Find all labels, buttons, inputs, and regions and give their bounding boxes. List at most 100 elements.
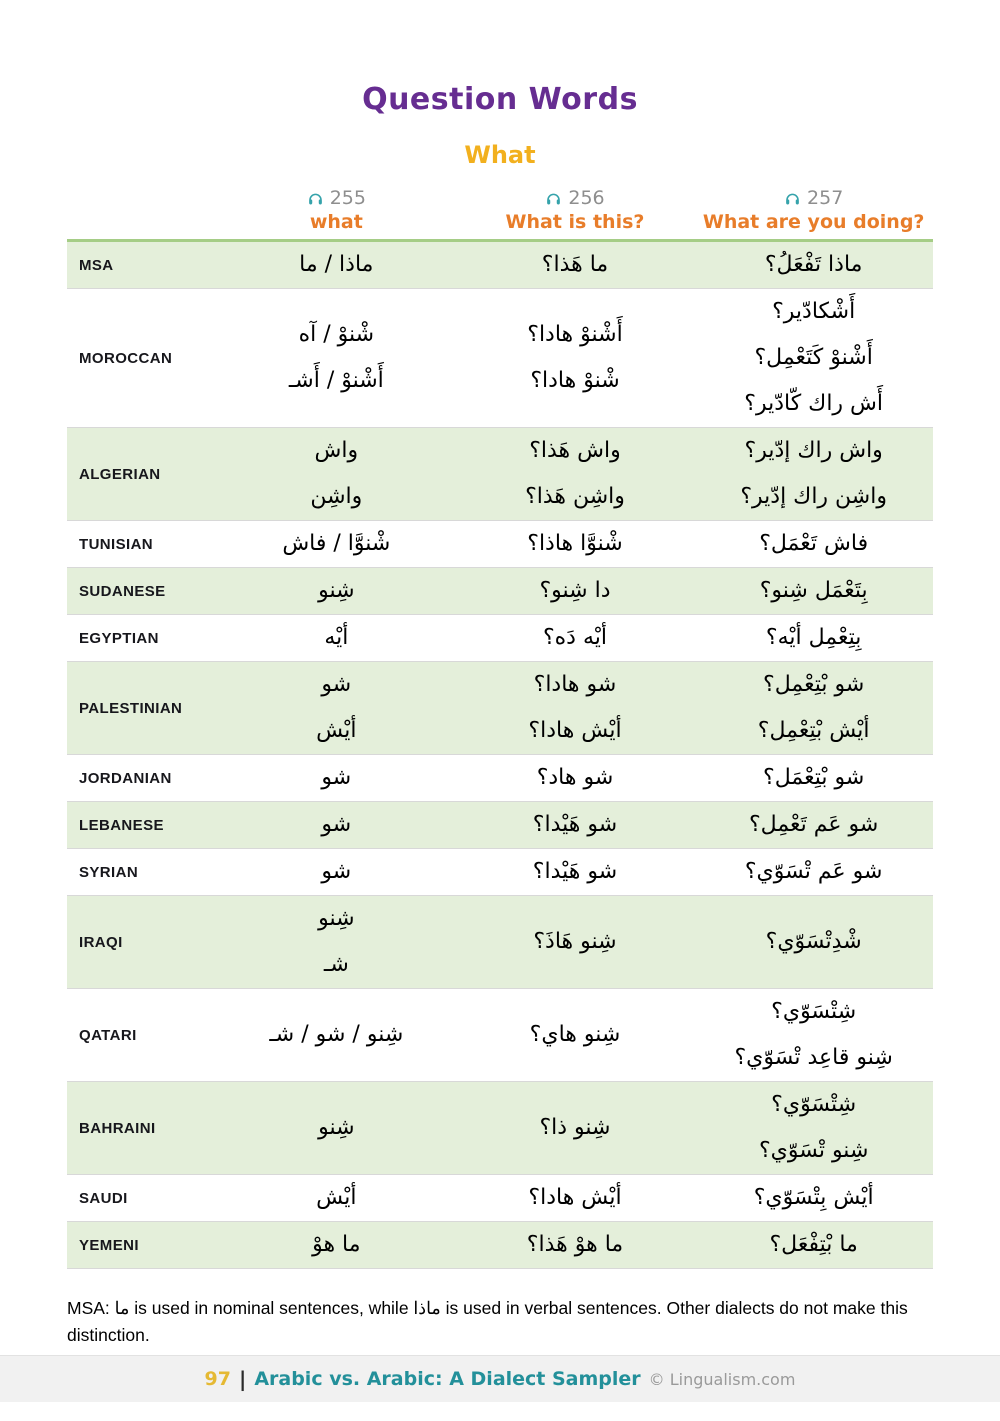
cell-what: شِنو شـ [217, 896, 456, 988]
table-row: EGYPTIAN أيْه أيْه دَه؟ بِتِعْمِل أيْه؟ [67, 615, 933, 662]
arabic-phrase: أَشْنوْ هادا؟ [527, 322, 623, 347]
dialect-label: ALGERIAN [79, 465, 161, 483]
track-number-label: 256 [568, 187, 605, 209]
cell-what-is-this: أيْش هادا؟ [456, 1175, 695, 1221]
table-row: MSA ماذا / ما ما هَذا؟ ماذا تَفْعَلُ؟ [67, 242, 933, 289]
arabic-phrase: أيْش بِتْسَوّي؟ [753, 1185, 874, 1210]
arabic-phrase: أَش راك كّادّير؟ [744, 391, 884, 416]
arabic-phrase: شِنو ذا؟ [539, 1115, 611, 1140]
track-number-257: 257 [694, 187, 933, 209]
dialect-label: MOROCCAN [79, 349, 173, 367]
arabic-phrase: فاش تَعْمَل؟ [759, 531, 869, 556]
arabic-phrase: شِنو هَاذَ؟ [533, 929, 617, 954]
dialect-label: QATARI [79, 1026, 137, 1044]
arabic-phrase: ماذا تَفْعَلُ؟ [764, 252, 863, 277]
page-number: 97 [204, 1368, 231, 1390]
arabic-phrase: أَشْنوْ كَتَعْمِل؟ [754, 345, 873, 370]
cell-what: شو [217, 802, 456, 848]
cell-what: شو أيْش [217, 662, 456, 754]
dialect-label: BAHRAINI [79, 1119, 156, 1137]
arabic-phrase: أيْه دَه؟ [542, 625, 607, 650]
arabic-phrase: واش هَذا؟ [529, 438, 621, 463]
page-footer: 97 | Arabic vs. Arabic: A Dialect Sample… [0, 1355, 1000, 1402]
column-header-what-are-you-doing: What are you doing? [702, 211, 925, 233]
arabic-phrase: ما هَذا؟ [541, 252, 609, 277]
table-row: SYRIAN شو شو هَيْدا؟ شو عَم تْسَوّي؟ [67, 849, 933, 896]
arabic-phrase: دا شِنو؟ [539, 578, 611, 603]
book-title: Arabic vs. Arabic: A Dialect Sampler [254, 1368, 641, 1390]
dialect-label: YEMENI [79, 1236, 139, 1254]
cell-what-are-you-doing: شو عَم تْسَوّي؟ [694, 849, 933, 895]
arabic-phrase: شو بْتِعْمَل؟ [763, 765, 865, 790]
cell-what-are-you-doing: ما بْتِفْعَل؟ [694, 1222, 933, 1268]
arabic-phrase: أيْش بْتِعْمِل؟ [757, 718, 870, 743]
cell-what: ما هوْ [217, 1222, 456, 1268]
table-row: SAUDI أيْش أيْش هادا؟ أيْش بِتْسَوّي؟ [67, 1175, 933, 1222]
arabic-phrase: شو [321, 812, 352, 837]
arabic-phrase: شْنوَّا هاذا؟ [527, 531, 623, 556]
arabic-phrase: بِتَعْمَل شِنو؟ [759, 578, 868, 603]
cell-what: شْنوْ / آه أَشْنوْ / أَشـ [217, 312, 456, 404]
arabic-phrase: شْنوَّا / فاش [282, 531, 391, 556]
headphones-icon [786, 193, 799, 204]
table-row: PALESTINIAN شو أيْش شو هادا؟ أيْش هادا؟ شو… [67, 662, 933, 755]
arabic-phrase: شو بْتِعْمِل؟ [763, 672, 865, 697]
arabic-phrase: شو [321, 859, 352, 884]
dialect-label: SUDANESE [79, 582, 166, 600]
dialect-table-body: MSA ماذا / ما ما هَذا؟ ماذا تَفْعَلُ؟ MO… [67, 239, 933, 1269]
table-row: SUDANESE شِنو دا شِنو؟ بِتَعْمَل شِنو؟ [67, 568, 933, 615]
arabic-phrase: أيْش هادا؟ [528, 718, 622, 743]
arabic-phrase: بِتِعْمِل أيْه؟ [765, 625, 862, 650]
arabic-phrase: شو هاد؟ [536, 765, 614, 790]
headphones-icon [547, 193, 561, 204]
table-row: JORDANIAN شو شو هاد؟ شو بْتِعْمَل؟ [67, 755, 933, 802]
track-number-256: 256 [456, 187, 695, 209]
arabic-phrase: شِنو [318, 906, 355, 931]
cell-what-are-you-doing: شو عَم تَعْمِل؟ [694, 802, 933, 848]
cell-what-is-this: أيْه دَه؟ [456, 615, 695, 661]
arabic-phrase: شو هَيْدا؟ [532, 859, 618, 884]
table-row: MOROCCAN شْنوْ / آه أَشْنوْ / أَشـ أَشْنو… [67, 289, 933, 428]
arabic-phrase: أَشْكادّير؟ [772, 299, 856, 324]
dialect-label: SAUDI [79, 1189, 128, 1207]
cell-what: شو [217, 849, 456, 895]
table-row: YEMENI ما هوْ ما هوْ هَذا؟ ما بْتِفْعَل؟ [67, 1222, 933, 1269]
cell-what-are-you-doing: أَشْكادّير؟ أَشْنوْ كَتَعْمِل؟ أَش راك كّا… [694, 289, 933, 427]
cell-what-are-you-doing: واش راك إدّير؟ واشِن راك إدّير؟ [694, 428, 933, 520]
arabic-phrase: شِنو [318, 1115, 355, 1140]
arabic-phrase: أيْش هادا؟ [528, 1185, 622, 1210]
cell-what-is-this: دا شِنو؟ [456, 568, 695, 614]
track-number-label: 257 [807, 187, 844, 209]
arabic-phrase: ما هوْ [312, 1232, 361, 1257]
column-header-what-is-this: What is this? [505, 211, 645, 233]
table-row: LEBANESE شو شو هَيْدا؟ شو عَم تَعْمِل؟ [67, 802, 933, 849]
dialect-label: IRAQI [79, 933, 123, 951]
cell-what: شِنو [217, 568, 456, 614]
cell-what: أيْه [217, 615, 456, 661]
cell-what-is-this: شو هاد؟ [456, 755, 695, 801]
cell-what-is-this: شِنو هَاذَ؟ [456, 919, 695, 965]
page-title: Question Words [362, 82, 638, 117]
arabic-phrase: ماذا / ما [299, 252, 374, 277]
arabic-phrase: شِتْسَوّي؟ [771, 999, 857, 1024]
arabic-phrase: واش [314, 438, 359, 463]
arabic-phrase: أيْه [324, 625, 349, 650]
cell-what: شْنوَّا / فاش [217, 521, 456, 567]
copyright-notice: © Lingualism.com [648, 1369, 796, 1389]
dialect-label: LEBANESE [79, 816, 164, 834]
arabic-phrase: شو [321, 672, 352, 697]
cell-what-is-this: ما هوْ هَذا؟ [456, 1222, 695, 1268]
arabic-phrase: واشِن هَذا؟ [525, 484, 625, 509]
arabic-phrase: شْنوْ / آه [298, 322, 375, 347]
cell-what-is-this: شو هادا؟ أيْش هادا؟ [456, 662, 695, 754]
cell-what-are-you-doing: ماذا تَفْعَلُ؟ [694, 242, 933, 288]
column-header-what: what [309, 211, 363, 233]
cell-what-are-you-doing: شِتْسَوّي؟ شِنو تْسَوّي؟ [694, 1082, 933, 1174]
cell-what: ماذا / ما [217, 242, 456, 288]
cell-what-is-this: شْنوَّا هاذا؟ [456, 521, 695, 567]
table-row: QATARI شِنو / شو / شـ شِنو هاي؟ شِتْسَوّ… [67, 989, 933, 1082]
cell-what-are-you-doing: أيْش بِتْسَوّي؟ [694, 1175, 933, 1221]
arabic-phrase: شِنو تْسَوّي؟ [758, 1138, 869, 1163]
arabic-phrase: ما هوْ هَذا؟ [526, 1232, 624, 1257]
cell-what: أيْش [217, 1175, 456, 1221]
